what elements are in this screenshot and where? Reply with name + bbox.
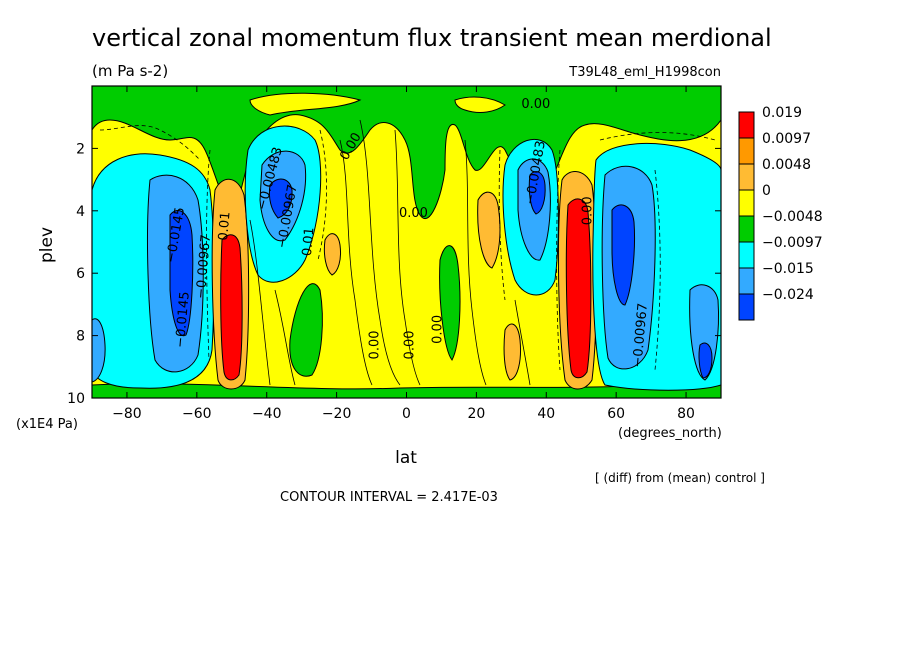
y-tick-label: 8 [76, 329, 85, 345]
legend-label: −0.0048 [762, 209, 823, 225]
legend-swatch [738, 137, 755, 165]
x-tick-label: −80 [112, 406, 142, 422]
chart-title: vertical zonal momentum flux transient m… [92, 24, 772, 52]
x-axis-unit: (degrees_north) [618, 426, 722, 441]
contour-label: 0.00 [368, 330, 383, 359]
x-tick-label: −20 [322, 406, 352, 422]
x-tick-label: 80 [677, 406, 695, 422]
x-tick-label: 60 [607, 406, 625, 422]
y-tick-label: 10 [67, 391, 85, 407]
band-red-nh [565, 198, 592, 379]
legend-swatch [738, 189, 755, 217]
contour-label: −0.00967 [194, 234, 215, 300]
x-axis: −80 −60 −40 −20 0 20 40 60 80 [112, 86, 695, 422]
note-text: [ (diff) from (mean) control ] [595, 471, 765, 485]
contour-label: 0.00 [521, 97, 550, 112]
run-label: T39L48_eml_H1998con [568, 65, 721, 80]
legend-swatch [738, 241, 755, 269]
contour-interval: CONTOUR INTERVAL = 2.417E-03 [280, 490, 498, 505]
contour-label: 0.00 [430, 315, 445, 344]
x-tick-label: −40 [252, 406, 282, 422]
x-tick-label: −60 [182, 406, 212, 422]
contour-label: −0.00967 [630, 302, 651, 368]
legend-label: −0.024 [762, 287, 814, 303]
legend-label: −0.0097 [762, 235, 823, 251]
legend-label: −0.015 [762, 261, 814, 277]
legend-swatch [738, 215, 755, 243]
contour-label: 0.01 [300, 227, 317, 257]
legend-label: 0 [762, 183, 771, 199]
legend-label: 0.0097 [762, 131, 811, 147]
contour-label: 0.00 [399, 206, 428, 221]
contour-label: −0.0145 [173, 291, 193, 348]
legend-label: 0.019 [762, 105, 802, 121]
legend-swatch [738, 293, 755, 321]
band-darkblue-sh [169, 210, 194, 337]
x-axis-label: lat [395, 448, 417, 468]
y-tick-label: 6 [76, 266, 85, 282]
x-tick-label: 0 [402, 406, 411, 422]
contour-label: 0.00 [402, 330, 417, 359]
x-tick-label: 20 [467, 406, 485, 422]
x-tick-label: 40 [537, 406, 555, 422]
plot-area [92, 86, 721, 398]
legend-swatch [738, 267, 755, 295]
chart-units: (m Pa s-2) [92, 62, 168, 80]
contour-label: 0.01 [216, 211, 233, 241]
contour-label: 0.00 [581, 196, 596, 225]
y-axis-unit: (x1E4 Pa) [16, 417, 78, 432]
band-red-sh [220, 234, 243, 381]
legend-swatch [738, 163, 755, 191]
y-tick-label: 4 [76, 204, 85, 220]
y-tick-label: 2 [76, 141, 85, 157]
legend: 0.019 0.0097 0.0048 0 −0.0048 −0.0097 −0.015 −0… [738, 105, 823, 321]
y-axis-label: plev [37, 227, 57, 263]
y-axis: 2 4 6 8 10 [67, 141, 721, 407]
legend-label: 0.0048 [762, 157, 811, 173]
legend-swatch [738, 111, 755, 139]
